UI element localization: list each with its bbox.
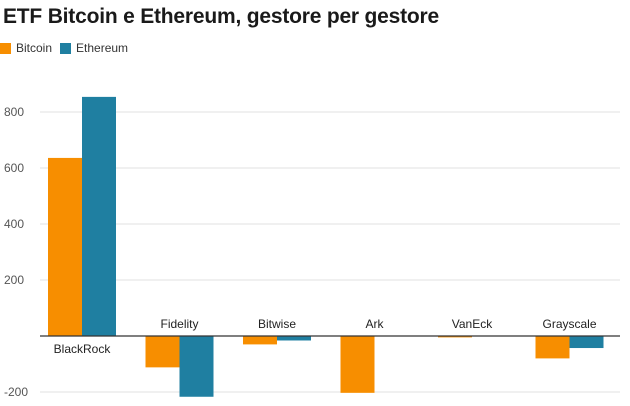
y-tick-label: 200: [4, 273, 24, 287]
bar-ethereum-grayscale: [569, 336, 604, 349]
legend-swatch-bitcoin: [0, 42, 11, 54]
legend-swatch-ethereum: [60, 42, 72, 54]
x-tick-label: VanEck: [452, 317, 493, 331]
legend-item-ethereum: Ethereum: [60, 41, 128, 55]
bar-bitcoin-blackrock: [48, 157, 82, 336]
bar-bitcoin-bitwise: [243, 336, 277, 345]
x-tick-label: Ark: [366, 317, 385, 331]
bar-bitcoin-vaneck: [438, 336, 472, 338]
y-tick-label: 800: [4, 105, 24, 119]
y-tick-label: 400: [4, 217, 24, 231]
bar-bitcoin-fidelity: [145, 336, 180, 368]
bar-ethereum-blackrock: [82, 96, 116, 336]
x-tick-label: BlackRock: [54, 342, 112, 356]
bar-ethereum-bitwise: [277, 336, 311, 341]
x-tick-label: Grayscale: [542, 317, 596, 331]
chart-title: ETF Bitcoin e Ethereum, gestore per gest…: [3, 5, 439, 28]
y-tick-label: -200: [4, 385, 28, 399]
legend-label-bitcoin: Bitcoin: [16, 41, 53, 55]
x-tick-label: Bitwise: [258, 317, 296, 331]
x-tick-label: Fidelity: [160, 317, 198, 331]
bar-bitcoin-ark: [340, 336, 375, 393]
legend: Bitcoin Ethereum: [0, 41, 136, 55]
legend-label-ethereum: Ethereum: [76, 41, 129, 55]
bar-ethereum-fidelity: [179, 336, 214, 397]
bar-bitcoin-grayscale: [535, 336, 570, 359]
legend-item-bitcoin: Bitcoin: [0, 41, 52, 55]
y-tick-label: 600: [4, 161, 24, 175]
